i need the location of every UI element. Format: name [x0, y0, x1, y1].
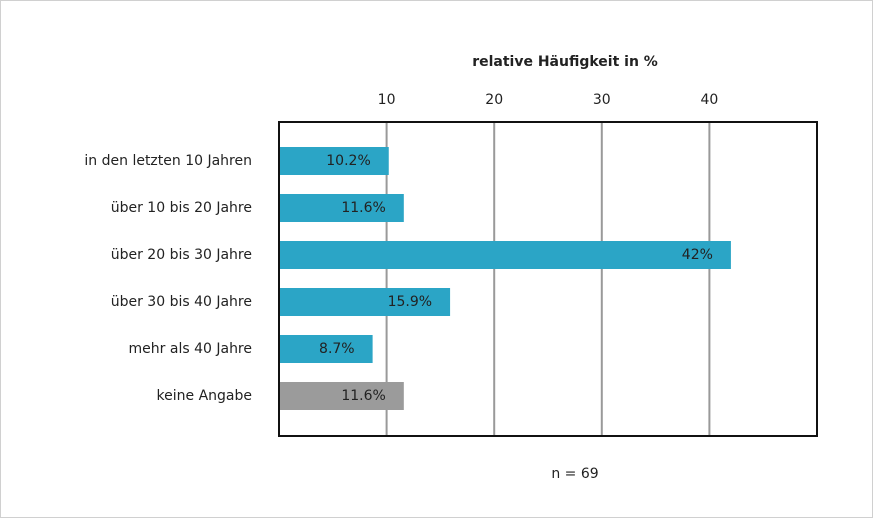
axis-label: relative Häufigkeit in % — [472, 54, 658, 70]
bar — [279, 335, 373, 363]
data-label: 11.6% — [341, 200, 385, 216]
plot-frame — [278, 121, 818, 437]
y-tick-label: über 20 bis 30 Jahre — [111, 247, 252, 263]
data-label: 11.6% — [341, 388, 385, 404]
y-tick-label: in den letzten 10 Jahren — [84, 153, 252, 169]
data-label: 15.9% — [388, 294, 432, 310]
data-label: 8.7% — [319, 341, 355, 357]
y-tick-label: über 30 bis 40 Jahre — [111, 294, 252, 310]
y-tick-label: über 10 bis 20 Jahre — [111, 200, 252, 216]
x-tick-label: 30 — [593, 92, 611, 108]
x-tick-label: 20 — [485, 92, 503, 108]
x-tick-label: 40 — [700, 92, 718, 108]
bar — [279, 288, 451, 316]
bar — [279, 382, 404, 410]
data-label: 10.2% — [326, 153, 370, 169]
y-tick-label: keine Angabe — [157, 388, 252, 404]
x-tick-label: 10 — [378, 92, 396, 108]
bar — [279, 147, 389, 175]
annotation: n = 69 — [551, 466, 598, 482]
bar — [279, 194, 404, 222]
y-tick-label: mehr als 40 Jahre — [129, 341, 252, 357]
data-label: 42% — [682, 247, 713, 263]
bar — [279, 241, 731, 269]
